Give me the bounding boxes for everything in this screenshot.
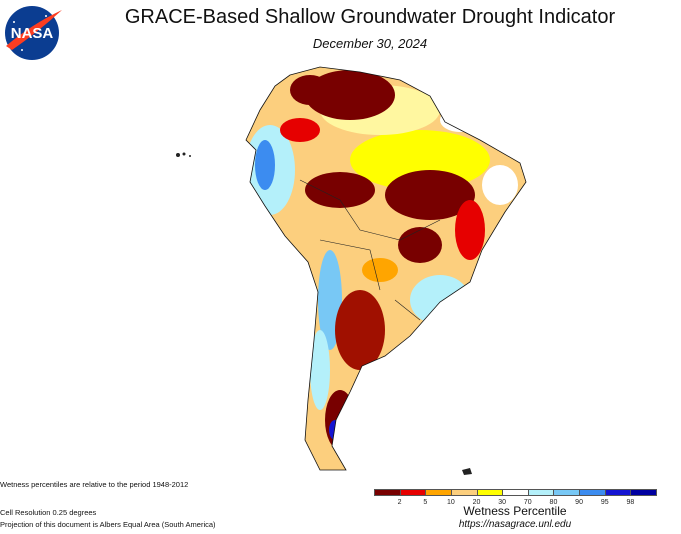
legend-swatch [553, 489, 581, 496]
legend-tick-label: 20 [472, 499, 481, 506]
legend-tick-label: 90 [575, 499, 583, 506]
legend-tick-label: 10 [447, 499, 455, 506]
legend-swatch [374, 489, 401, 496]
nasa-logo: NASA [2, 4, 64, 67]
legend-swatch [425, 489, 452, 496]
period-note: Wetness percentiles are relative to the … [0, 480, 189, 489]
legend-swatch [399, 489, 427, 496]
legend-tick-label: 5 [423, 499, 428, 506]
legend-tick-label: 98 [626, 499, 635, 506]
resolution-note: Cell Resolution 0.25 degrees [0, 508, 97, 517]
map-title: GRACE-Based Shallow Groundwater Drought … [124, 6, 616, 28]
legend-swatch [502, 489, 529, 496]
falkland-islands [462, 468, 472, 475]
legend-title: Wetness Percentile [463, 504, 567, 518]
legend-tick-label: 95 [600, 499, 609, 506]
map-date: December 30, 2024 [312, 36, 428, 51]
source-url: https://nasagrace.unl.edu [458, 519, 572, 530]
legend-swatch [630, 489, 657, 496]
legend-swatch [579, 489, 606, 496]
projection-note: Projection of this document is Albers Eq… [0, 520, 216, 529]
wetness-field [246, 67, 526, 470]
legend-tick-label: 70 [523, 499, 532, 506]
legend-tick-label: 80 [549, 499, 558, 506]
legend-tick-label: 30 [498, 499, 507, 506]
svg-text:NASA: NASA [11, 25, 54, 42]
legend-swatch [450, 489, 478, 496]
legend-tick-label: 2 [397, 499, 402, 506]
galapagos-islands [176, 152, 191, 157]
legend-swatch [527, 489, 555, 496]
legend-swatch [604, 489, 632, 496]
legend-swatch [476, 489, 504, 496]
